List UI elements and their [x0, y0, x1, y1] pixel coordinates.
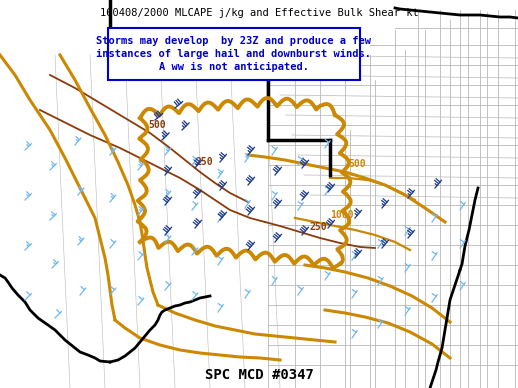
Text: 160408/2000 MLCAPE j/kg and Effective Bulk Shear kt: 160408/2000 MLCAPE j/kg and Effective Bu… — [99, 8, 419, 18]
Text: 250: 250 — [195, 157, 212, 167]
Text: Storms may develop  by 23Z and produce a few
instances of large hail and downbur: Storms may develop by 23Z and produce a … — [96, 36, 371, 72]
Text: 500: 500 — [148, 120, 166, 130]
Text: 1000: 1000 — [330, 210, 353, 220]
Bar — [108, 28, 360, 80]
Text: 500: 500 — [348, 159, 366, 169]
Text: SPC MCD #0347: SPC MCD #0347 — [205, 368, 313, 382]
Text: 250: 250 — [310, 222, 327, 232]
